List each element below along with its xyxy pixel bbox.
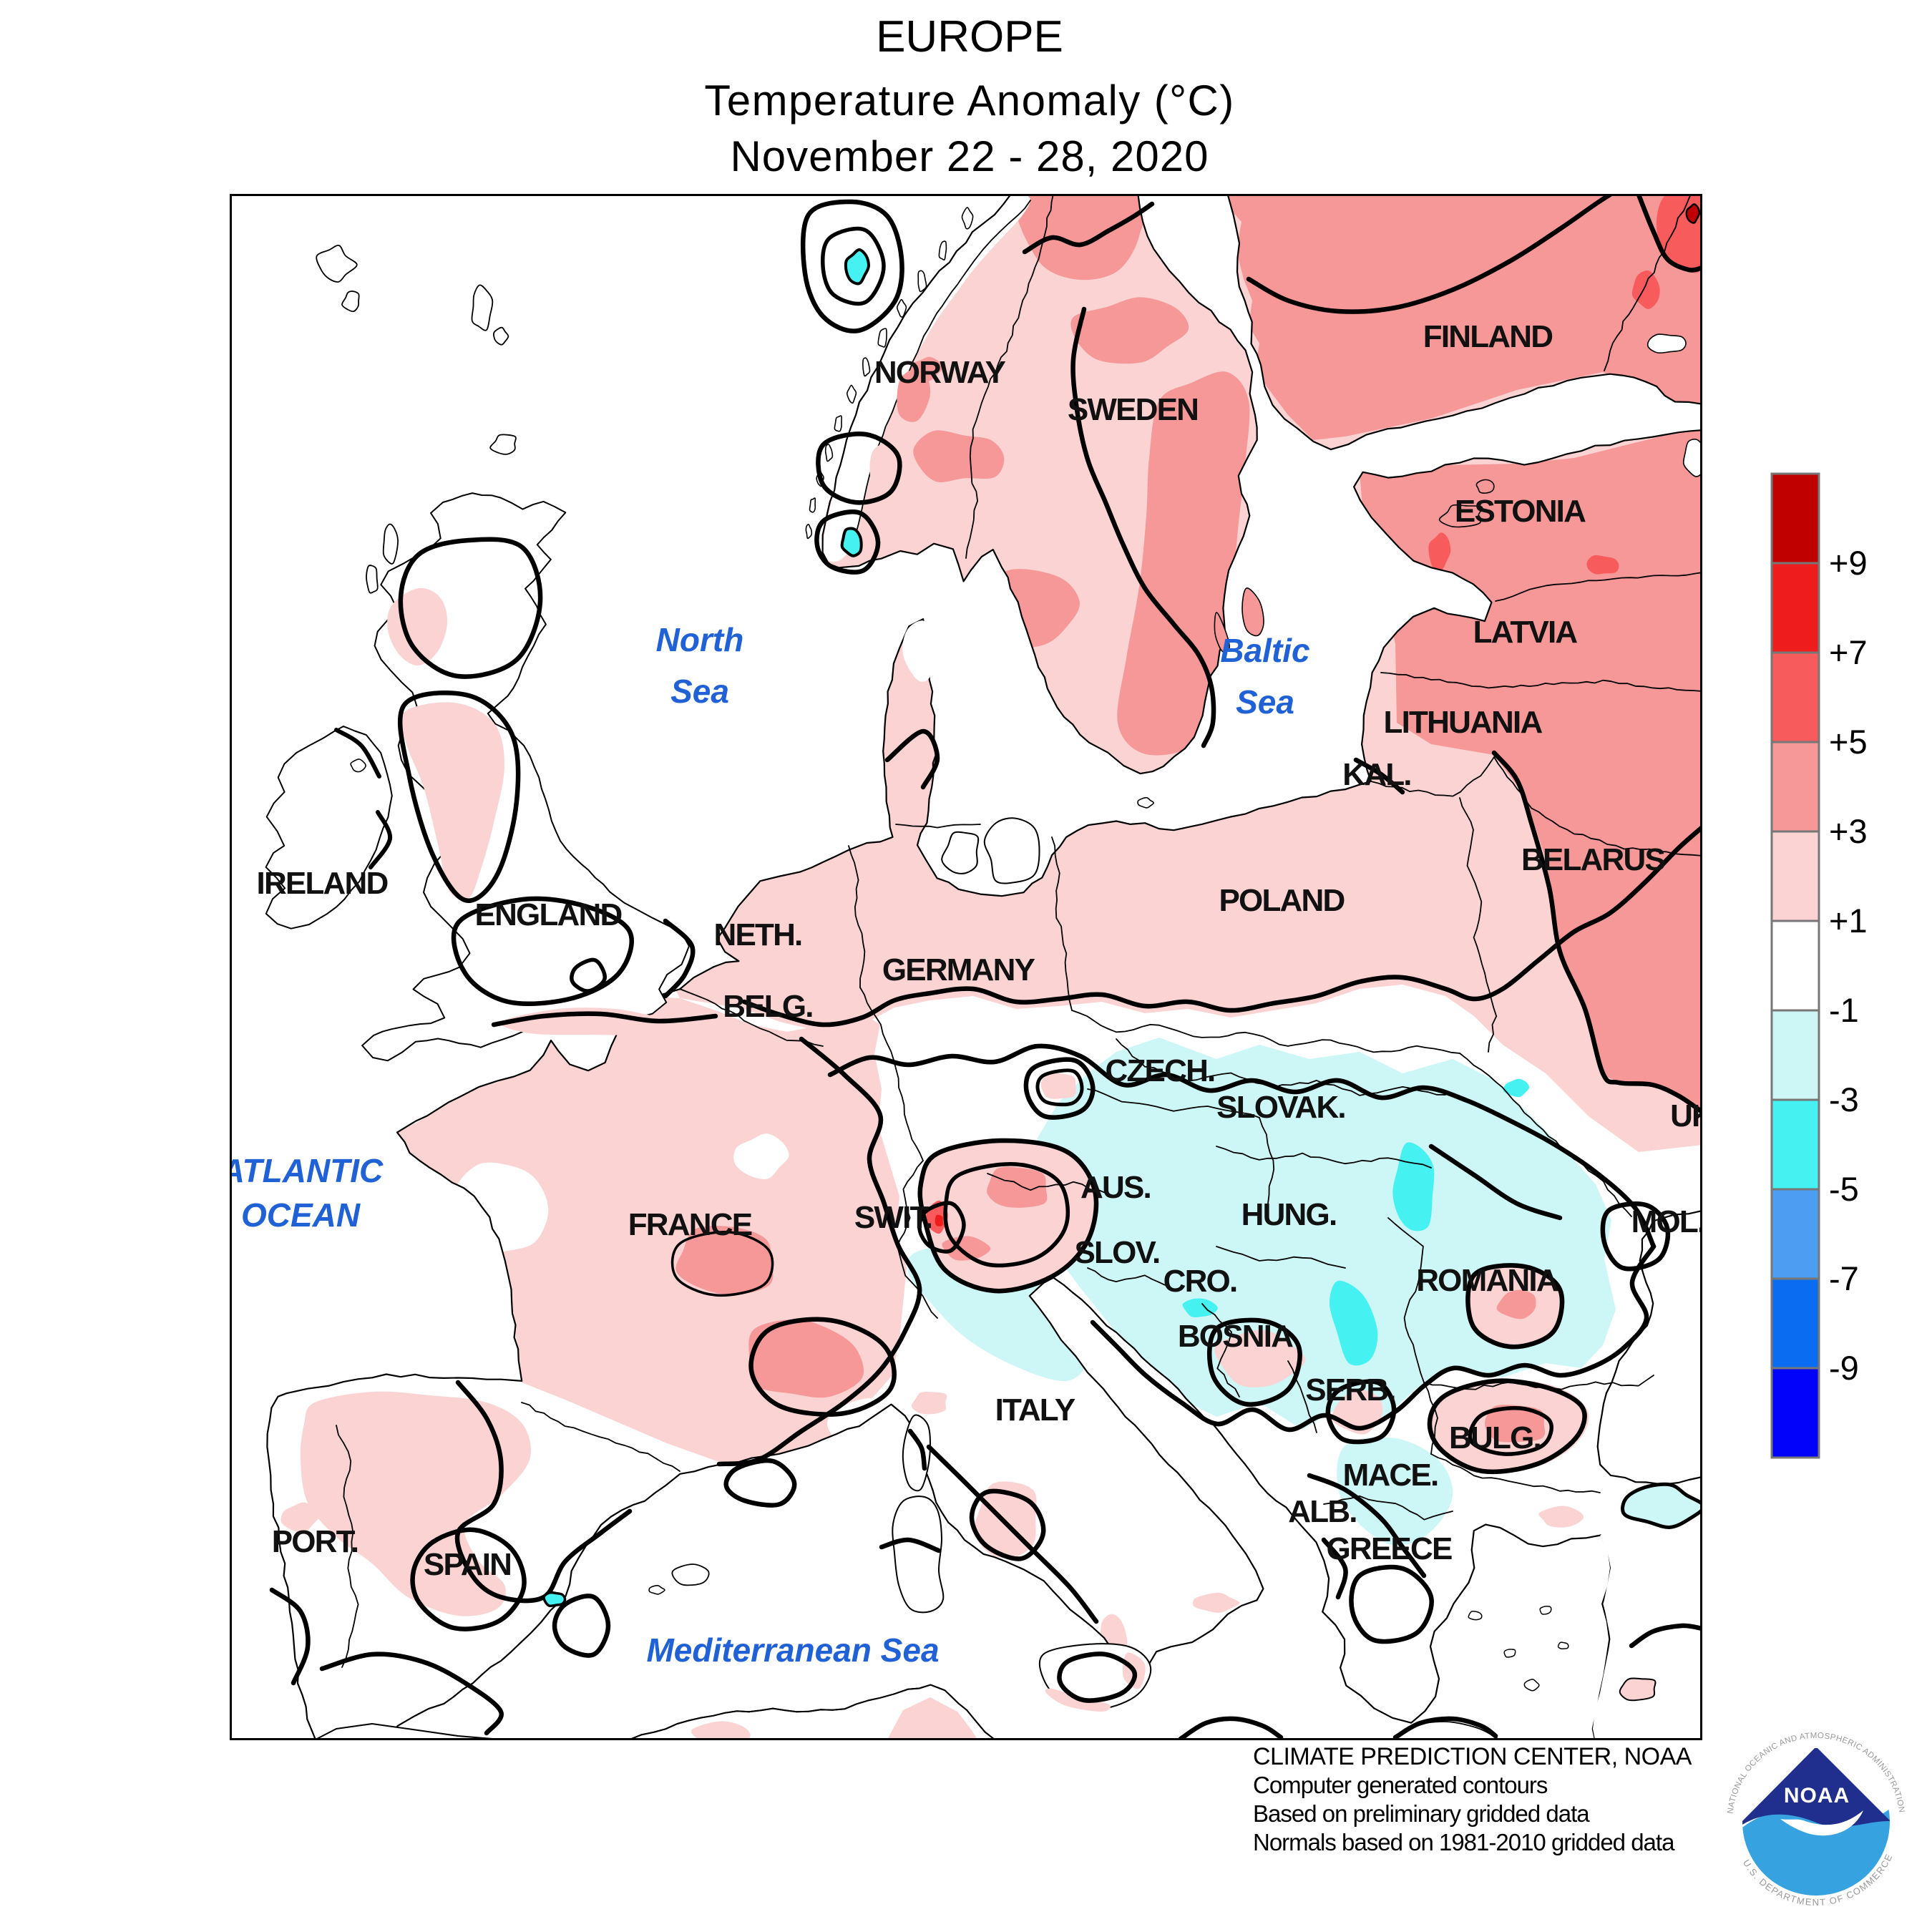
svg-text:Sea: Sea: [1236, 683, 1294, 721]
svg-text:ATLANTIC: ATLANTIC: [230, 1152, 384, 1189]
svg-text:ROMANIA: ROMANIA: [1416, 1263, 1558, 1298]
svg-text:BELARUS: BELARUS: [1521, 842, 1665, 877]
svg-text:NETH.: NETH.: [713, 917, 801, 952]
svg-text:BELG.: BELG.: [723, 989, 812, 1024]
svg-text:FINLAND: FINLAND: [1423, 319, 1553, 354]
svg-text:IRELAND: IRELAND: [257, 866, 388, 901]
svg-text:UKRAINE: UKRAINE: [1670, 1098, 1702, 1133]
svg-text:GREECE: GREECE: [1326, 1531, 1451, 1566]
svg-text:GERMANY: GERMANY: [882, 952, 1035, 987]
svg-text:SERB.: SERB.: [1305, 1372, 1395, 1407]
svg-text:-9: -9: [1829, 1349, 1859, 1387]
svg-text:LATVIA: LATVIA: [1473, 615, 1578, 650]
svg-text:SLOVAK.: SLOVAK.: [1216, 1090, 1345, 1125]
svg-text:Baltic: Baltic: [1220, 632, 1309, 669]
svg-text:-3: -3: [1829, 1080, 1859, 1118]
svg-text:LITHUANIA: LITHUANIA: [1384, 705, 1543, 740]
svg-text:North: North: [656, 621, 744, 658]
svg-text:KAL.: KAL.: [1342, 757, 1410, 792]
svg-text:BOSNIA: BOSNIA: [1178, 1319, 1293, 1354]
svg-text:+1: +1: [1829, 902, 1868, 940]
svg-text:OCEAN: OCEAN: [241, 1196, 361, 1234]
svg-text:SWIT.: SWIT.: [854, 1200, 932, 1235]
svg-text:ITALY: ITALY: [995, 1392, 1075, 1428]
svg-text:ENGLAND: ENGLAND: [475, 897, 622, 932]
svg-text:CRO.: CRO.: [1163, 1264, 1237, 1299]
svg-text:+7: +7: [1829, 633, 1868, 671]
svg-text:FRANCE: FRANCE: [628, 1207, 752, 1242]
svg-text:Sea: Sea: [670, 673, 729, 710]
svg-text:NORWAY: NORWAY: [874, 355, 1006, 390]
svg-text:MACE.: MACE.: [1343, 1458, 1438, 1493]
svg-text:MOL.: MOL.: [1631, 1204, 1702, 1239]
svg-text:PORT.: PORT.: [272, 1524, 358, 1559]
svg-text:NOAA: NOAA: [1784, 1784, 1850, 1807]
svg-text:SWEDEN: SWEDEN: [1068, 392, 1198, 427]
svg-text:-1: -1: [1829, 991, 1859, 1029]
svg-text:SLOV.: SLOV.: [1075, 1235, 1160, 1270]
svg-text:POLAND: POLAND: [1219, 883, 1345, 918]
svg-text:HUNG.: HUNG.: [1241, 1197, 1337, 1232]
svg-text:+5: +5: [1829, 723, 1868, 761]
svg-text:BULG.: BULG.: [1449, 1420, 1541, 1455]
svg-text:ALB.: ALB.: [1288, 1494, 1356, 1529]
svg-text:-7: -7: [1829, 1259, 1859, 1297]
svg-text:CZECH.: CZECH.: [1106, 1053, 1215, 1088]
svg-text:Mediterranean Sea: Mediterranean Sea: [646, 1631, 939, 1669]
svg-text:SPAIN: SPAIN: [424, 1547, 511, 1582]
svg-text:+3: +3: [1829, 812, 1868, 850]
svg-text:+9: +9: [1829, 544, 1868, 582]
svg-text:-5: -5: [1829, 1170, 1859, 1208]
svg-text:ESTONIA: ESTONIA: [1455, 494, 1586, 529]
svg-text:AUS.: AUS.: [1080, 1170, 1151, 1205]
